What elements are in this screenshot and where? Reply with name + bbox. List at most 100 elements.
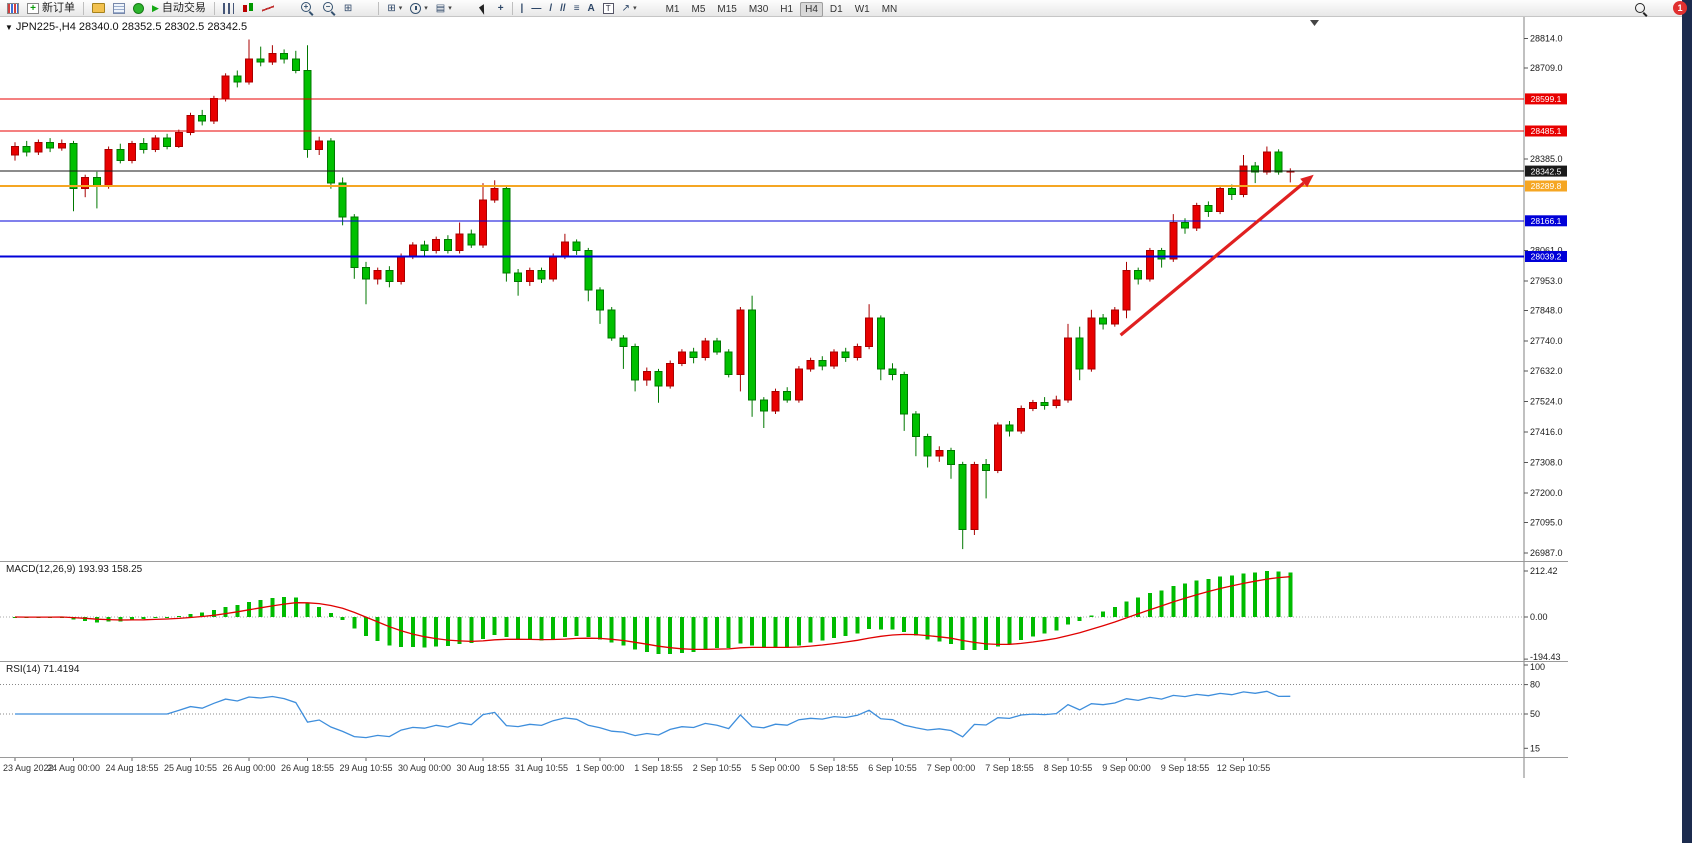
macd-histogram-bar: [1229, 575, 1234, 617]
macd-histogram-bar: [118, 617, 123, 622]
new-chart-button[interactable]: [4, 1, 22, 16]
macd-histogram-bar: [808, 617, 813, 643]
pane-separator[interactable]: [0, 661, 1568, 662]
macd-histogram-bar: [211, 610, 216, 617]
trendline-button[interactable]: /: [546, 1, 555, 16]
macd-histogram-bar: [984, 617, 989, 650]
cursor-button[interactable]: [475, 1, 493, 16]
candle-body: [81, 177, 90, 190]
candle-body: [221, 75, 230, 100]
timeframe-button-h4[interactable]: H4: [800, 2, 823, 17]
tile-windows-button[interactable]: ⊞: [341, 1, 355, 16]
macd-histogram-bar: [504, 617, 509, 638]
zoom-in-button[interactable]: +: [297, 1, 317, 16]
text-tool-button[interactable]: A: [585, 1, 598, 16]
rsi-axis-label: 100: [1530, 662, 1545, 672]
chart-shift-marker[interactable]: [1310, 20, 1319, 26]
equidistant-channel-button[interactable]: //: [557, 1, 569, 16]
timeframe-button-m1[interactable]: M1: [665, 4, 680, 15]
profiles-button[interactable]: [89, 1, 108, 16]
macd-histogram-bar: [995, 617, 1000, 647]
timeframe-button-m15[interactable]: M15: [717, 4, 737, 15]
rsi-canvas[interactable]: 100 80 50 15: [0, 662, 1568, 757]
macd-canvas[interactable]: 212.42 0.00 -194.43: [0, 562, 1568, 661]
trend-arrow[interactable]: [1119, 181, 1305, 337]
notification-badge[interactable]: 1: [1673, 1, 1687, 15]
candle-body: [1262, 151, 1271, 173]
market-watch-button[interactable]: [110, 1, 128, 16]
time-axis-label: 1 Sep 18:55: [634, 763, 683, 773]
candle-body: [1064, 337, 1072, 401]
timeframe-button-m5[interactable]: M5: [691, 4, 706, 15]
rsi-axis-label: 15: [1530, 743, 1540, 753]
zoom-out-button[interactable]: −: [319, 1, 339, 16]
macd-histogram-bar: [1183, 583, 1187, 617]
line-chart-icon: [261, 2, 274, 14]
macd-histogram-bar: [1077, 617, 1082, 622]
candle-body: [783, 390, 792, 401]
timeframe-button-mn[interactable]: MN: [881, 4, 898, 15]
candle-body: [245, 58, 253, 83]
arrows-dropdown[interactable]: ↗ ▾: [619, 1, 640, 16]
crosshair-button[interactable]: +: [495, 1, 507, 16]
new-chart-dropdown[interactable]: ⊞ ▾: [384, 1, 405, 16]
candlestick-chart-button[interactable]: [239, 1, 257, 16]
macd-histogram-bar: [527, 617, 532, 640]
fibonacci-icon: ≡: [573, 2, 580, 14]
candle-body: [22, 146, 31, 153]
timeframe-button-w1[interactable]: W1: [854, 4, 870, 15]
candle-body: [759, 399, 768, 412]
candle-body: [174, 131, 183, 148]
macd-histogram-bar: [492, 617, 497, 636]
cursor-icon: [478, 3, 489, 15]
candle-body: [1075, 337, 1084, 370]
search-icon[interactable]: [1634, 2, 1648, 17]
line-chart-button[interactable]: [259, 1, 277, 16]
macd-histogram-bar: [293, 597, 298, 617]
horizontal-line-button[interactable]: —: [528, 1, 544, 16]
candle-body: [677, 351, 686, 364]
macd-histogram-bar: [328, 612, 333, 617]
candle-body: [455, 233, 464, 252]
candle-body: [689, 351, 698, 359]
candle-body: [1204, 205, 1213, 212]
bar-chart-button[interactable]: [220, 1, 237, 16]
price-chart-canvas[interactable]: 28814.0 28709.0 28385.0 28061.0 27953.0 27848…: [0, 17, 1568, 562]
auto-trading-play-icon: ▶: [152, 2, 159, 13]
timeframe-button-h1[interactable]: H1: [780, 4, 794, 15]
right-dock-strip[interactable]: [1682, 0, 1692, 843]
macd-histogram-bar: [188, 613, 193, 617]
price-level-badge: [1525, 215, 1567, 227]
new-order-button[interactable]: + 新订单: [24, 1, 78, 16]
candle-body: [666, 362, 675, 387]
pane-separator[interactable]: [0, 561, 1568, 562]
timeframe-button-d1[interactable]: D1: [829, 4, 843, 15]
macd-histogram-bar: [796, 617, 801, 646]
candle-body: [958, 464, 967, 530]
price-level-badge: [1525, 93, 1567, 105]
candle-body: [631, 345, 640, 381]
candle-body: [1145, 250, 1154, 280]
text-label-button[interactable]: T: [600, 1, 617, 16]
time-axis-label: 25 Aug 10:55: [164, 763, 217, 773]
macd-histogram-bar: [410, 617, 415, 648]
macd-histogram-bar: [282, 597, 287, 617]
price-tick-label: 28385.0: [1530, 154, 1563, 164]
new-chart-icon: [7, 2, 19, 14]
collapse-icon[interactable]: ▼: [5, 22, 13, 32]
macd-histogram-bar: [902, 617, 907, 633]
timeframe-button-m30[interactable]: M30: [748, 4, 769, 15]
fibonacci-button[interactable]: ≡: [571, 1, 583, 16]
auto-trading-button[interactable]: ▶ 自动交易: [149, 1, 209, 16]
candle-body: [1227, 188, 1236, 195]
vertical-line-button[interactable]: |: [518, 1, 527, 16]
templates-dropdown[interactable]: ▤ ▾: [433, 1, 455, 16]
channel-icon: //: [560, 2, 566, 14]
periods-dropdown[interactable]: ▾: [407, 1, 431, 16]
price-level-badge-text: 28485.1: [1531, 126, 1562, 136]
macd-histogram-bar: [235, 604, 240, 617]
candle-body: [186, 115, 195, 133]
candle-body: [865, 317, 874, 347]
navigator-button[interactable]: [130, 1, 147, 16]
